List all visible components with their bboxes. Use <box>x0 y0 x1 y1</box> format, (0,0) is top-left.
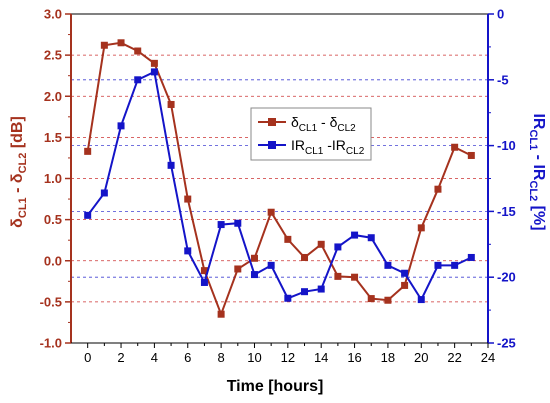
series1-point <box>267 208 275 216</box>
series2-point <box>234 219 242 227</box>
left-tick-label: 0.0 <box>44 253 62 268</box>
x-tick-label: 8 <box>218 350 225 365</box>
series2-point <box>417 296 425 304</box>
legend-box <box>250 107 372 161</box>
right-tick-label: -10 <box>497 138 516 153</box>
series1-point <box>451 143 459 151</box>
x-tick-label: 24 <box>481 350 495 365</box>
right-tick-label: -25 <box>497 336 516 351</box>
series1-point <box>117 39 125 47</box>
series2-point <box>250 271 258 279</box>
series1-point <box>351 273 359 281</box>
right-axis-title: IRCL1 - IRCL2 [%] <box>527 113 547 230</box>
series2-point <box>200 278 208 286</box>
series2-point <box>84 211 92 219</box>
axes: -1.0 -0.5 0.0 0.5 1.0 1.5 2.0 2.5 3.0 -25 -20 -15 -1… <box>40 7 516 366</box>
series2-point <box>351 231 359 239</box>
left-tick-label: 1.5 <box>44 130 62 145</box>
series1-point <box>150 59 158 67</box>
series1-point <box>401 281 409 289</box>
series2-point <box>284 294 292 302</box>
series2-point <box>367 234 375 242</box>
series1-point <box>84 147 92 155</box>
legend-entry-series2: IRCL1 -IRCL2 <box>258 137 365 157</box>
left-tick-label: 0.5 <box>44 212 62 227</box>
series2-point <box>451 261 459 269</box>
right-tick-label: -15 <box>497 204 516 219</box>
series2-point <box>301 288 309 296</box>
series2-point <box>134 76 142 84</box>
legend-label-series1: δCL1 - δCL2 <box>291 114 356 134</box>
legend-marker-series2 <box>268 141 276 149</box>
x-tick-label: 22 <box>447 350 461 365</box>
left-tick-label: 1.0 <box>44 171 62 186</box>
svg-text:δCL1 - δCL2 [dB]: δCL1 - δCL2 [dB] <box>9 116 29 228</box>
series2-point <box>217 221 225 229</box>
series1-point <box>284 235 292 243</box>
right-tick-label: -20 <box>497 270 516 285</box>
x-tick-label: 2 <box>117 350 124 365</box>
series2-point <box>100 189 108 197</box>
svg-text:IRCL1 - IRCL2 [%]: IRCL1 - IRCL2 [%] <box>527 113 547 230</box>
series2-point <box>117 122 125 130</box>
x-tick-label: 10 <box>247 350 261 365</box>
legend-marker-series1 <box>268 118 276 126</box>
series1-point <box>200 267 208 275</box>
series1-point <box>417 224 425 232</box>
series1-point <box>167 100 175 108</box>
left-tick-label: 2.5 <box>44 48 62 63</box>
series2-point <box>317 285 325 293</box>
series2-point <box>267 261 275 269</box>
series1-point <box>250 254 258 262</box>
left-tick-label: 3.0 <box>44 7 62 22</box>
series1-point <box>317 240 325 248</box>
series1-point <box>301 253 309 261</box>
series2-point <box>434 261 442 269</box>
left-tick-label: 2.0 <box>44 89 62 104</box>
series1-point <box>217 310 225 318</box>
series2-point <box>401 269 409 277</box>
x-tick-label: 20 <box>414 350 428 365</box>
series-layer <box>84 39 475 318</box>
series1-point <box>184 195 192 203</box>
right-tick-label: -5 <box>497 72 509 87</box>
series1-point <box>384 296 392 304</box>
series1-point <box>467 151 475 159</box>
series2-point <box>184 247 192 255</box>
legend-label-series2: IRCL1 -IRCL2 <box>291 137 365 157</box>
left-axis-title: δCL1 - δCL2 [dB] <box>9 116 29 228</box>
series2-point <box>334 243 342 251</box>
x-tick-label: 18 <box>381 350 395 365</box>
x-tick-label: 4 <box>151 350 158 365</box>
series2-point <box>167 161 175 169</box>
series2-point <box>467 253 475 261</box>
left-tick-label: -0.5 <box>40 294 62 309</box>
x-tick-label: 16 <box>347 350 361 365</box>
series1-point <box>367 295 375 303</box>
left-tick-label: -1.0 <box>40 336 62 351</box>
series2-point <box>150 68 158 76</box>
series1-point <box>334 272 342 280</box>
series2-point <box>384 261 392 269</box>
series1-point <box>434 185 442 193</box>
right-tick-label: 0 <box>497 7 504 22</box>
x-tick-label: 0 <box>84 350 91 365</box>
series1-point <box>134 47 142 55</box>
x-tick-label: 14 <box>314 350 328 365</box>
legend-entry-series1: δCL1 - δCL2 <box>258 114 356 134</box>
x-tick-label: 6 <box>184 350 191 365</box>
x-axis-title: Time [hours] <box>227 378 324 395</box>
x-tick-label: 12 <box>281 350 295 365</box>
series1-point <box>100 41 108 49</box>
legend: δCL1 - δCL2 IRCL1 -IRCL2 <box>250 107 372 161</box>
series1-point <box>234 265 242 273</box>
